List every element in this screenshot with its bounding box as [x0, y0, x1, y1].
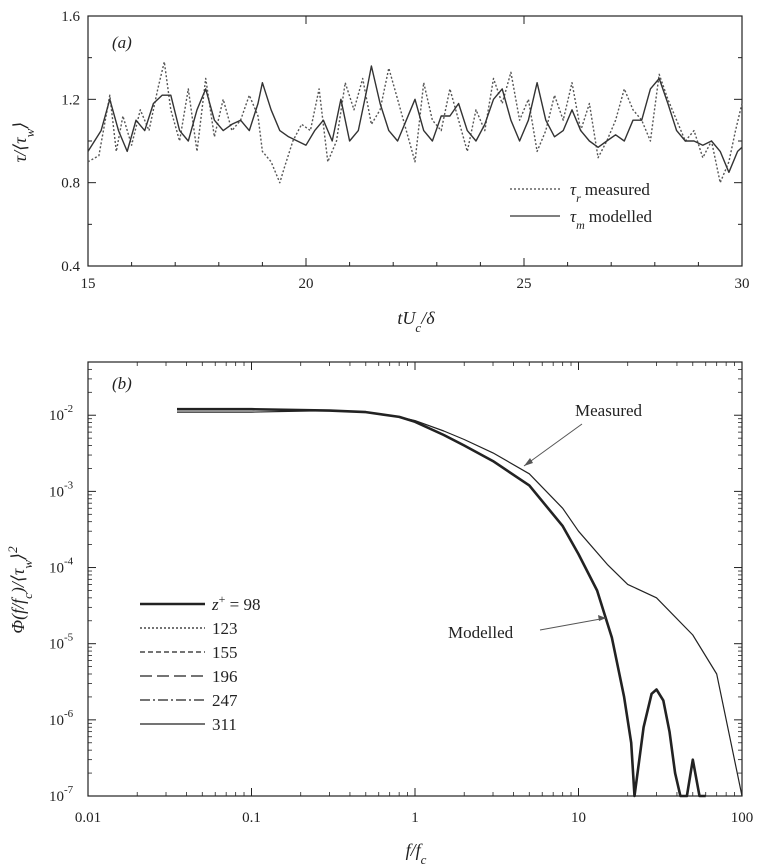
legend-label-196: 196: [212, 667, 238, 686]
y-tick-label-b: 10: [49, 789, 64, 805]
x-tick-label-a: 15: [81, 276, 96, 292]
y-tick-label-b: 10: [49, 713, 64, 729]
y-tick-label-b: 10: [49, 484, 64, 500]
y-axis-a: 0.4 0.8 1.2 1.6: [61, 9, 742, 275]
x-axis-a: 15 20 25 30: [81, 16, 750, 292]
annotation-modelled-arrow: [539, 617, 607, 631]
annotation-modelled-text: Modelled: [448, 623, 514, 642]
y-tick-exponent-b: -3: [64, 479, 74, 491]
y-axis-label-a: τ/⟨τw⟩: [10, 122, 37, 163]
series-b: [177, 407, 743, 798]
legend-entry-measured: τr measured: [570, 180, 650, 205]
x-tick-label-b: 10: [571, 810, 586, 826]
y-tick-label-a: 1.6: [61, 9, 80, 25]
panel-a: (a) 0.4 0.8 1.2 1.6 15 20 25 30 τ/⟨τw⟩ tUc/δ τ…: [10, 9, 750, 335]
y-tick-label-b: 10: [49, 561, 64, 577]
x-tick-label-b: 0.1: [242, 810, 261, 826]
series-line-measured: [177, 410, 743, 797]
legend-a: τr measured τm modelled: [510, 180, 653, 232]
x-tick-label-b: 0.01: [75, 810, 101, 826]
y-tick-label-a: 0.4: [61, 259, 80, 275]
annotation-measured: Measured: [523, 401, 643, 467]
x-tick-label-a: 25: [517, 276, 532, 292]
legend-b: z+ = 98 123 155 196 247 311: [140, 592, 261, 734]
y-tick-label-b: 10: [49, 637, 64, 653]
x-tick-label-b: 100: [731, 810, 754, 826]
y-tick-label-a: 0.8: [61, 176, 80, 192]
x-axis-b: 0.01 0.1 1 10 100: [75, 362, 753, 826]
legend-label-311: 311: [212, 715, 237, 734]
y-tick-exponent-b: -4: [64, 556, 74, 568]
x-axis-label-b: f/fc: [406, 840, 427, 865]
y-tick-label-a: 1.2: [61, 92, 80, 108]
annotation-measured-arrow: [523, 423, 583, 467]
legend-label-123: 123: [212, 619, 238, 638]
y-tick-label-b: 10: [49, 408, 64, 424]
series-line-measured: [87, 61, 743, 184]
y-tick-exponent-b: -6: [64, 708, 74, 720]
y-tick-exponent-b: -2: [64, 403, 73, 415]
legend-label-247: 247: [212, 691, 238, 710]
y-tick-exponent-b: -5: [64, 632, 74, 644]
x-tick-label-a: 30: [735, 276, 750, 292]
y-tick-exponent-b: -7: [64, 784, 74, 796]
legend-entry-modelled: τm modelled: [570, 207, 653, 232]
series-a: [87, 61, 743, 184]
panel-label-a: (a): [112, 33, 132, 52]
y-axis-b: 10-210-310-410-510-610-7: [49, 361, 742, 805]
legend-label-98: z+ = 98: [211, 592, 261, 614]
y-axis-label-b: Φ(f/fc)/⟨τw⟩2: [5, 546, 35, 634]
series-line-modelled: [177, 407, 706, 798]
plot-frame-a: [87, 15, 743, 267]
panel-b: (b) 10-210-310-410-510-610-7 0.01 0.1 1 10 1…: [5, 361, 753, 865]
x-tick-label-a: 20: [299, 276, 314, 292]
panel-label-b: (b): [112, 374, 132, 393]
annotation-measured-text: Measured: [575, 401, 643, 420]
x-tick-label-b: 1: [411, 810, 419, 826]
annotation-modelled-arrowhead: [598, 615, 606, 621]
x-axis-label-a: tUc/δ: [397, 308, 435, 335]
legend-label-155: 155: [212, 643, 238, 662]
annotation-modelled: Modelled: [448, 615, 607, 642]
series-line-modelled: [87, 65, 743, 174]
annotation-measured-arrowhead: [524, 458, 533, 466]
